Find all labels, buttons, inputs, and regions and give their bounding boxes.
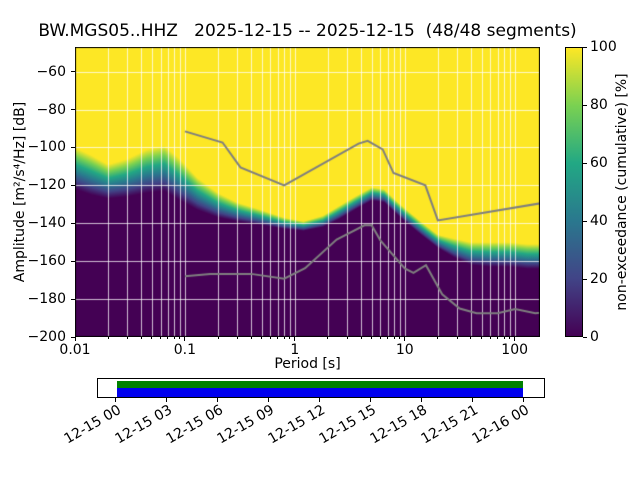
colorbar-tick-mark <box>583 336 587 338</box>
y-tick-mark <box>71 336 75 338</box>
colorbar-tick-label: 40 <box>590 213 608 229</box>
x-minor-tick-mark <box>173 337 175 339</box>
x-minor-tick-mark <box>277 337 279 339</box>
x-tick-label: 1 <box>290 342 300 358</box>
colorbar-tick-label: 80 <box>590 97 608 113</box>
x-minor-tick-mark <box>503 337 505 339</box>
y-tick-label: −60 <box>36 63 66 80</box>
colorbar-tick-mark <box>583 162 587 164</box>
x-minor-tick-mark <box>481 337 483 339</box>
x-minor-tick-mark <box>126 337 128 339</box>
x-minor-tick-mark <box>327 337 329 339</box>
x-minor-tick-mark <box>236 337 238 339</box>
x-minor-tick-mark <box>261 337 263 339</box>
timeline-tick-mark <box>115 398 117 402</box>
x-minor-tick-mark <box>140 337 142 339</box>
y-tick-label: −140 <box>27 215 66 232</box>
y-tick-label: −120 <box>27 177 66 194</box>
x-minor-tick-mark <box>360 337 362 339</box>
x-minor-tick-mark <box>489 337 491 339</box>
y-tick-mark <box>71 222 75 224</box>
x-minor-tick-mark <box>217 337 219 339</box>
x-tick-mark <box>184 337 186 341</box>
y-tick-mark <box>71 184 75 186</box>
x-minor-tick-mark <box>437 337 439 339</box>
timeline-tick-mark <box>319 398 321 402</box>
x-minor-tick-mark <box>393 337 395 339</box>
x-minor-tick-mark <box>289 337 291 339</box>
x-minor-tick-mark <box>179 337 181 339</box>
x-minor-tick-mark <box>387 337 389 339</box>
y-tick-mark <box>71 109 75 111</box>
colorbar-tick-mark <box>583 278 587 280</box>
x-minor-tick-mark <box>250 337 252 339</box>
x-tick-label: 10 <box>395 342 414 358</box>
x-minor-tick-mark <box>283 337 285 339</box>
y-tick-mark <box>71 146 75 148</box>
x-minor-tick-mark <box>456 337 458 339</box>
y-tick-mark <box>71 298 75 300</box>
x-minor-tick-mark <box>167 337 169 339</box>
colorbar-tick-mark <box>583 104 587 106</box>
colorbar-tick-label: 60 <box>590 155 608 171</box>
timeline-tick-mark <box>268 398 270 402</box>
timeline-processed-fill <box>116 388 524 397</box>
colorbar-tick-mark <box>583 220 587 222</box>
x-tick-mark <box>514 337 516 341</box>
x-minor-tick-mark <box>107 337 109 339</box>
x-minor-tick-mark <box>497 337 499 339</box>
x-minor-tick-mark <box>470 337 472 339</box>
x-tick-mark <box>294 337 296 341</box>
y-tick-label: −160 <box>27 253 66 270</box>
x-minor-tick-mark <box>371 337 373 339</box>
x-minor-tick-mark <box>151 337 153 339</box>
x-tick-mark <box>404 337 406 341</box>
y-tick-label: −80 <box>36 101 66 118</box>
y-tick-mark <box>71 260 75 262</box>
x-minor-tick-mark <box>269 337 271 339</box>
colorbar <box>565 47 583 337</box>
x-minor-tick-mark <box>346 337 348 339</box>
y-tick-mark <box>71 71 75 73</box>
colorbar-tick-label: 100 <box>590 39 617 55</box>
colorbar-tick-label: 20 <box>590 271 608 287</box>
timeline-tick-mark <box>523 398 525 402</box>
ppsd-heatmap <box>75 47 540 337</box>
x-tick-mark <box>74 337 76 341</box>
x-minor-tick-mark <box>399 337 401 339</box>
y-tick-label: −200 <box>27 329 66 345</box>
x-minor-tick-mark <box>509 337 511 339</box>
colorbar-tick-mark <box>583 46 587 48</box>
figure-title: BW.MGS05..HHZ 2025-12-15 -- 2025-12-15 (… <box>38 21 577 41</box>
x-tick-label: 0.1 <box>173 342 197 358</box>
x-axis-label: Period [s] <box>274 356 341 372</box>
timeline-tick-mark <box>217 398 219 402</box>
colorbar-tick-label: 0 <box>590 329 599 345</box>
timeline-tick-mark <box>166 398 168 402</box>
x-minor-tick-mark <box>160 337 162 339</box>
y-tick-label: −180 <box>27 291 66 308</box>
x-tick-label: 0.01 <box>59 342 91 358</box>
x-tick-label: 100 <box>501 342 529 358</box>
timeline-tick-mark <box>370 398 372 402</box>
timeline-tick-mark <box>472 398 474 402</box>
colorbar-label: non-exceedance (cumulative) [%] <box>614 73 630 311</box>
timeline-coverage-bar <box>97 378 545 398</box>
timeline-coverage-fill <box>116 381 524 388</box>
timeline-tick-mark <box>421 398 423 402</box>
y-tick-label: −100 <box>27 139 66 156</box>
x-minor-tick-mark <box>379 337 381 339</box>
